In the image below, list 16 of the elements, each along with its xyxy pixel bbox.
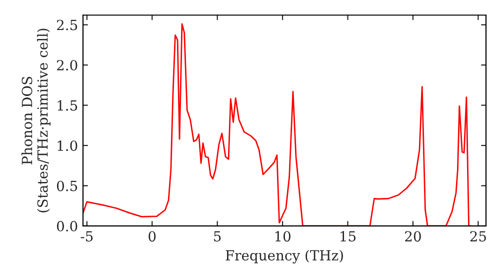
x-tick-label: 20 xyxy=(405,231,421,242)
y-axis-title: Phonon DOS (States/THz·primitive cell) xyxy=(22,28,50,212)
x-tick-label: 0 xyxy=(148,231,156,242)
x-tick-label: 15 xyxy=(340,231,356,242)
y-tick-label: 2.0 xyxy=(56,60,78,70)
y-tick-label: 1.5 xyxy=(58,100,78,111)
x-tick-label: -5 xyxy=(80,231,93,242)
y-tick-label: 2.5 xyxy=(56,20,78,30)
x-tick-label: 10 xyxy=(275,231,290,242)
y-tick-label: 1.0 xyxy=(58,140,78,151)
x-tick-label: 25 xyxy=(470,231,486,242)
y-tick-label: 0.0 xyxy=(56,220,78,232)
x-tick-label: 5 xyxy=(214,231,221,242)
x-axis-title: Frequency (THz) xyxy=(226,250,343,264)
y-tick-label: 0.5 xyxy=(56,180,78,192)
line-series xyxy=(83,23,472,226)
